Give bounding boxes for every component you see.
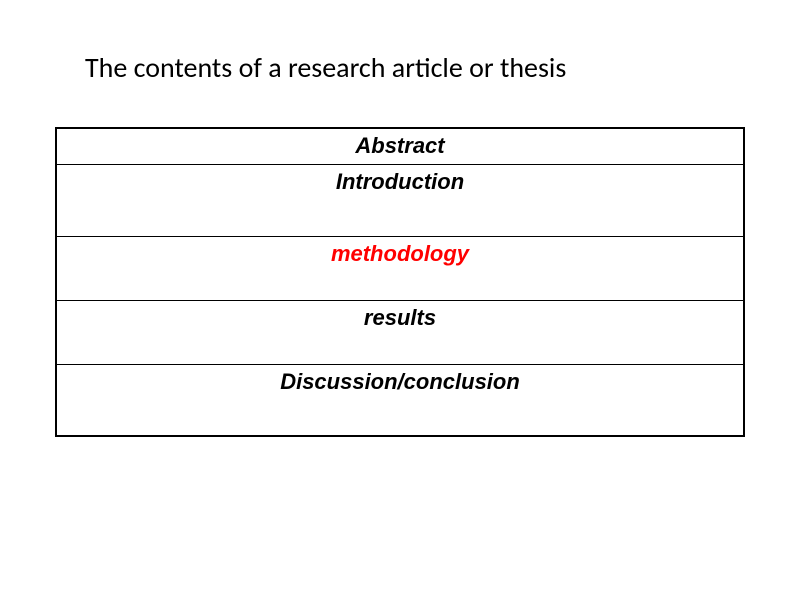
table-row-abstract: Abstract: [56, 128, 744, 164]
table-row-introduction: Introduction: [56, 164, 744, 236]
table-row-results: results: [56, 300, 744, 364]
page-title: The contents of a research article or th…: [85, 50, 745, 85]
table-row-discussion: Discussion/conclusion: [56, 364, 744, 436]
table-row-methodology: methodology: [56, 236, 744, 300]
contents-table: Abstract Introduction methodology result…: [55, 127, 745, 437]
